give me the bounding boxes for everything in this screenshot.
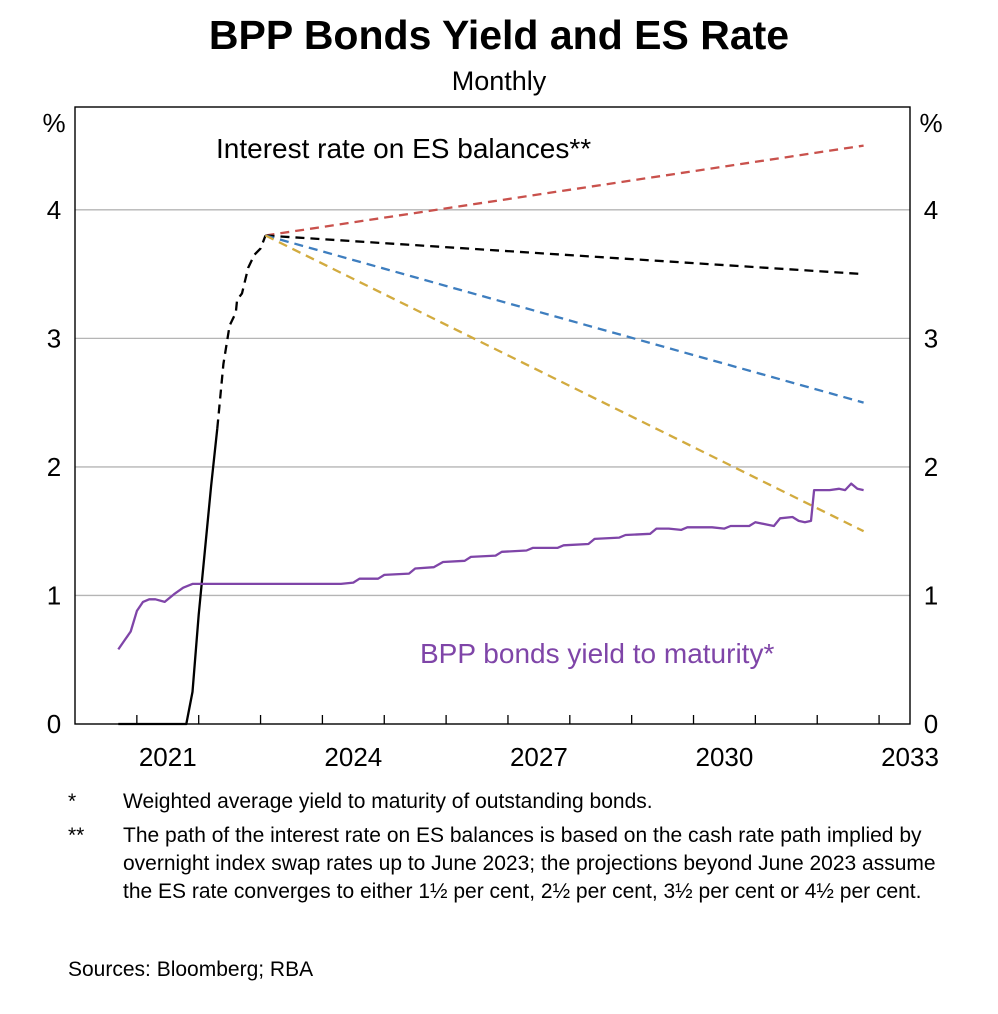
series-line — [264, 234, 865, 533]
y-axis-unit-right: % — [919, 108, 942, 138]
series-line — [265, 234, 864, 404]
series-line — [265, 234, 864, 276]
footnote-mark: * — [68, 790, 77, 813]
y-tick-label-right: 1 — [924, 580, 938, 610]
footnote-mark: ** — [68, 824, 85, 847]
es-rate-annotation: Interest rate on ES balances** — [216, 133, 591, 164]
y-tick-label-right: 2 — [924, 452, 938, 482]
chart-subtitle: Monthly — [451, 66, 547, 96]
x-tick-label: 2027 — [510, 742, 568, 772]
y-tick-label-right: 0 — [924, 709, 938, 739]
y-tick-label-right: 4 — [924, 195, 938, 225]
y-tick-label-left: 1 — [47, 580, 61, 610]
bpp-yield-annotation: BPP bonds yield to maturity* — [420, 638, 774, 669]
gridlines — [75, 209, 910, 597]
series-line — [265, 144, 864, 237]
series-line — [118, 428, 219, 726]
footnote-2: ** The path of the interest rate on ES b… — [68, 822, 968, 906]
y-axis-unit-left: % — [42, 108, 65, 138]
footnote-text: Weighted average yield to maturity of ou… — [123, 790, 653, 813]
chart-svg: 0 0 1 1 2 2 3 3 4 4 2021 2024 2027 2030 2033 % % Inter… — [42, 106, 943, 772]
axes: 0 0 1 1 2 2 3 3 4 4 2021 2024 2027 2030 2033 — [47, 106, 939, 772]
x-tick-label: 2030 — [696, 742, 754, 772]
y-tick-label-right: 3 — [924, 323, 938, 353]
plot-frame — [74, 106, 911, 725]
x-tick-label: 2033 — [881, 742, 939, 772]
sources-line: Sources: Bloomberg; RBA — [68, 958, 314, 981]
x-tick-label: 2021 — [139, 742, 197, 772]
chart-title: BPP Bonds Yield and ES Rate — [208, 12, 790, 58]
y-tick-label-left: 4 — [47, 195, 61, 225]
y-tick-label-left: 3 — [47, 323, 61, 353]
y-tick-label-left: 2 — [47, 452, 61, 482]
x-tick-label: 2024 — [324, 742, 382, 772]
y-tick-label-left: 0 — [47, 709, 61, 739]
series-line — [216, 235, 267, 429]
footnotes: * Weighted average yield to maturity of … — [68, 788, 968, 912]
series-line — [117, 482, 864, 651]
footnote-1: * Weighted average yield to maturity of … — [68, 788, 968, 816]
footnote-text: The path of the interest rate on ES bala… — [123, 824, 936, 903]
